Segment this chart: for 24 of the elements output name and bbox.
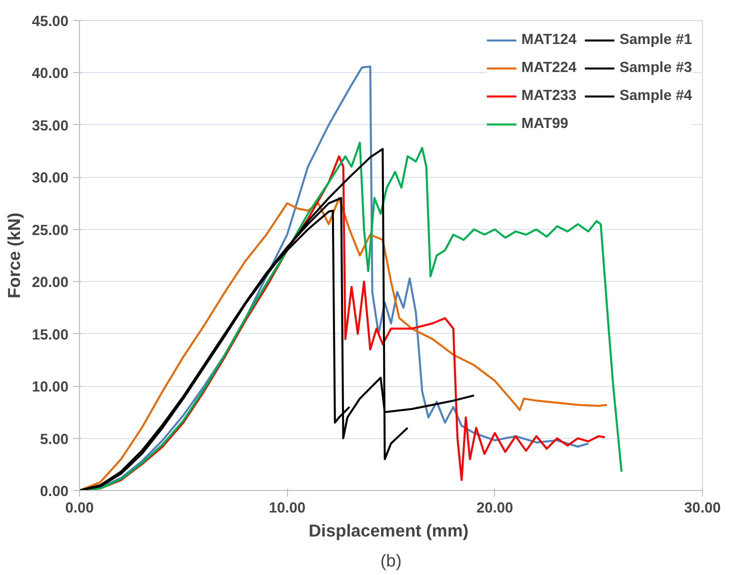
x-tick-label: 0.00 bbox=[65, 500, 94, 516]
y-tick-label: 0.00 bbox=[40, 484, 69, 500]
y-tick-label: 40.00 bbox=[32, 66, 69, 82]
legend-label: Sample #4 bbox=[619, 88, 692, 104]
text: (b) bbox=[380, 550, 402, 570]
legend-label: Sample #3 bbox=[619, 60, 692, 76]
y-tick-label: 45.00 bbox=[32, 14, 69, 30]
x-tick-label: 10.00 bbox=[268, 500, 306, 516]
legend-label: MAT124 bbox=[521, 32, 576, 48]
legend-label: MAT224 bbox=[521, 60, 576, 76]
legend-label: MAT233 bbox=[521, 88, 576, 104]
x-tick-label: 30.00 bbox=[684, 500, 721, 516]
y-tick-label: 20.00 bbox=[32, 275, 69, 292]
y-tick-label: 5.00 bbox=[40, 432, 69, 448]
legend-label: Sample #1 bbox=[619, 32, 692, 48]
y-tick-label: 35.00 bbox=[32, 118, 69, 134]
y-tick-label: 15.00 bbox=[32, 327, 69, 344]
y-tick-label: 10.00 bbox=[32, 380, 69, 396]
y-tick-label: 30.00 bbox=[32, 170, 69, 187]
x-tick-label: 20.00 bbox=[476, 500, 514, 516]
legend-label: MAT99 bbox=[521, 116, 568, 132]
y-tick-label: 25.00 bbox=[32, 222, 69, 239]
x-axis-title: Displacement (mm) bbox=[308, 520, 469, 540]
y-axis-title: Force (kN) bbox=[4, 212, 24, 298]
